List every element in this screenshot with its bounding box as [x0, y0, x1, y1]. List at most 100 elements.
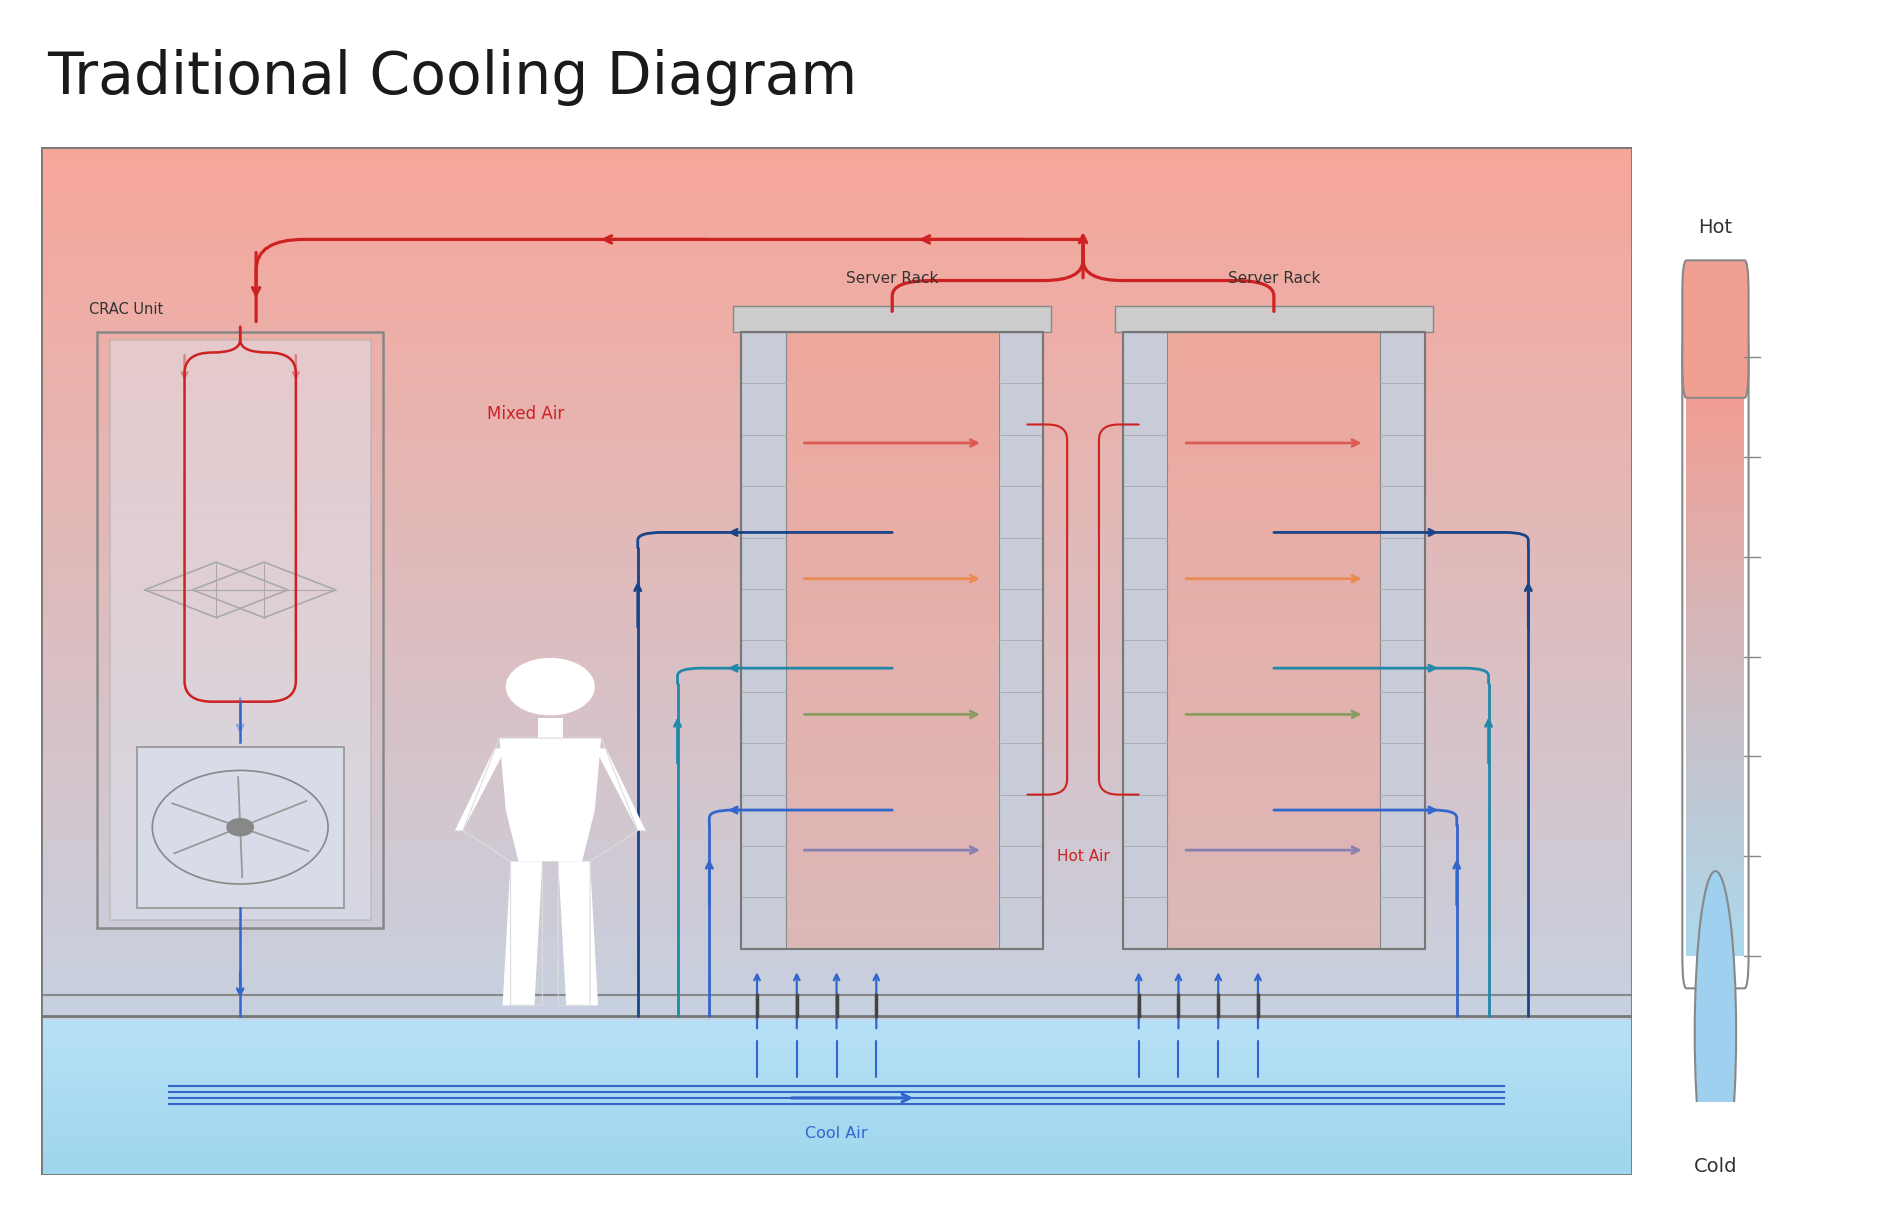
Bar — [1686, 846, 1745, 851]
Bar — [1686, 557, 1745, 562]
Bar — [1686, 540, 1745, 543]
Bar — [1686, 461, 1745, 465]
Bar — [1686, 546, 1745, 550]
Bar — [1686, 720, 1745, 725]
Bar — [1686, 738, 1745, 743]
Bar — [742, 332, 1043, 949]
Bar — [1686, 771, 1745, 776]
Bar — [1686, 651, 1745, 655]
Bar — [1686, 569, 1745, 574]
Bar — [1686, 641, 1745, 646]
Bar — [1686, 530, 1745, 535]
Bar — [1686, 873, 1745, 878]
Bar — [1686, 707, 1745, 712]
Bar — [787, 332, 997, 949]
Bar — [1686, 912, 1745, 917]
Bar — [1686, 422, 1745, 427]
Bar — [1686, 491, 1745, 496]
Bar — [1686, 614, 1745, 619]
Bar — [1686, 371, 1745, 376]
Bar — [1686, 588, 1745, 592]
Bar — [1686, 889, 1745, 892]
Bar — [1686, 612, 1745, 616]
Bar — [1686, 867, 1745, 871]
Bar — [1686, 761, 1745, 766]
Bar — [1686, 524, 1745, 529]
Bar — [1686, 918, 1745, 923]
Text: Traditional Cooling Diagram: Traditional Cooling Diagram — [47, 49, 858, 106]
Bar — [1686, 419, 1745, 424]
Bar — [1686, 404, 1745, 409]
Bar — [1686, 819, 1745, 824]
Bar — [1686, 876, 1745, 881]
Bar — [1686, 660, 1745, 665]
Bar — [1686, 777, 1745, 782]
Bar — [1686, 468, 1745, 471]
Bar — [1686, 464, 1745, 469]
Circle shape — [228, 819, 254, 836]
Bar — [1686, 693, 1745, 698]
Bar — [1686, 542, 1745, 547]
Bar — [137, 747, 344, 908]
Bar — [1686, 623, 1745, 628]
Text: Mixed Air: Mixed Air — [487, 405, 565, 424]
Bar — [1686, 452, 1745, 457]
Bar — [1686, 662, 1745, 667]
Polygon shape — [502, 862, 542, 1005]
Bar — [1686, 674, 1745, 679]
Bar — [1686, 759, 1745, 764]
Bar — [1686, 945, 1745, 950]
Bar — [1686, 858, 1745, 863]
Bar — [1686, 567, 1745, 570]
Bar — [1686, 705, 1745, 710]
Bar — [1686, 584, 1745, 589]
Bar — [1686, 885, 1745, 890]
Text: CRAC Unit: CRAC Unit — [88, 301, 164, 317]
Bar — [1686, 563, 1745, 568]
Bar — [1686, 741, 1745, 745]
Bar — [1686, 575, 1745, 580]
Bar — [1686, 829, 1745, 832]
Bar — [1686, 573, 1745, 577]
Bar — [1686, 681, 1745, 685]
Bar — [1686, 678, 1745, 682]
Bar — [1686, 711, 1745, 715]
Text: Cold: Cold — [1694, 1157, 1737, 1176]
Bar — [1686, 602, 1745, 607]
Bar — [1686, 561, 1745, 565]
Polygon shape — [559, 862, 598, 1005]
Bar — [1686, 503, 1745, 508]
Bar — [1686, 864, 1745, 869]
Bar — [1686, 373, 1745, 378]
Bar — [1686, 446, 1745, 450]
Bar — [1686, 536, 1745, 541]
Polygon shape — [499, 738, 600, 862]
Bar — [1686, 728, 1745, 733]
Bar — [1686, 627, 1745, 632]
Bar — [1686, 951, 1745, 956]
Bar — [734, 306, 1052, 332]
Bar — [1686, 840, 1745, 845]
Bar — [1686, 534, 1745, 537]
Bar — [1686, 594, 1745, 599]
Bar — [1686, 590, 1745, 595]
Bar — [109, 340, 371, 920]
Bar — [1686, 747, 1745, 752]
Bar — [1686, 406, 1745, 411]
Bar — [1124, 332, 1167, 949]
Text: Server Rack: Server Rack — [1227, 271, 1319, 285]
Bar — [1686, 666, 1745, 671]
Bar — [1686, 717, 1745, 721]
Bar — [1686, 900, 1745, 905]
Bar — [1686, 807, 1745, 812]
Bar — [1686, 831, 1745, 836]
Bar — [1686, 906, 1745, 911]
Text: Hot Air: Hot Air — [1056, 848, 1108, 864]
Bar — [1686, 732, 1745, 737]
Bar — [1686, 684, 1745, 688]
Polygon shape — [538, 717, 563, 738]
Bar — [1686, 798, 1745, 803]
Bar — [1686, 783, 1745, 787]
Bar — [1686, 485, 1745, 490]
Bar — [1686, 474, 1745, 477]
